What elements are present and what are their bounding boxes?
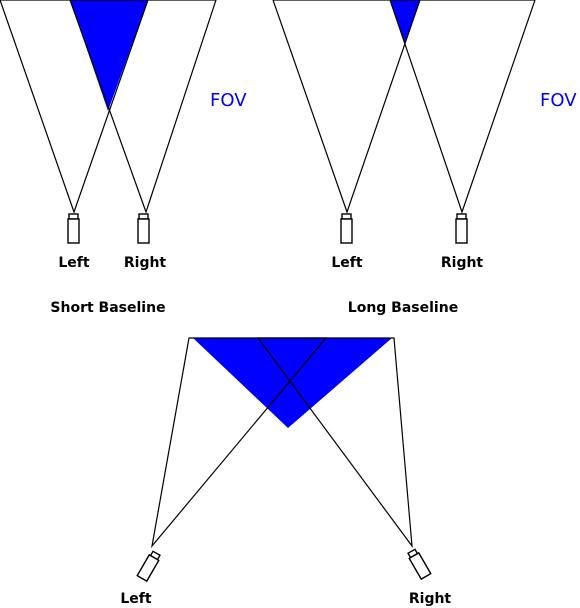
short-baseline-panel: Left Right FOV Short Baseline bbox=[0, 0, 247, 316]
short-baseline-caption: Short Baseline bbox=[50, 300, 165, 316]
long-left-camera-cone bbox=[272, 0, 421, 214]
short-fov-label: FOV bbox=[210, 90, 247, 111]
converged-overlap-region bbox=[193, 338, 392, 428]
short-left-camera-cone bbox=[0, 0, 149, 214]
long-left-label: Left bbox=[331, 255, 363, 271]
short-right-camera-icon bbox=[137, 213, 150, 244]
converged-left-label: Left bbox=[120, 591, 152, 607]
converged-left-camera-icon bbox=[136, 550, 161, 583]
long-baseline-caption: Long Baseline bbox=[348, 300, 458, 316]
converged-right-camera-cone bbox=[256, 337, 413, 549]
converged-right-camera-icon bbox=[407, 548, 432, 581]
long-right-camera-cone bbox=[389, 0, 536, 214]
long-fov-label: FOV bbox=[540, 90, 577, 111]
short-right-label: Right bbox=[124, 255, 167, 271]
short-overlap-region bbox=[70, 0, 148, 111]
short-right-camera-cone bbox=[69, 0, 217, 214]
short-left-label: Left bbox=[58, 255, 90, 271]
converged-right-label: Right bbox=[409, 591, 452, 607]
long-right-camera-icon bbox=[455, 213, 468, 244]
long-overlap-region bbox=[390, 0, 420, 45]
long-baseline-panel: Left Right FOV Long Baseline bbox=[272, 0, 577, 316]
converged-panel: Left Right bbox=[120, 337, 452, 607]
long-left-camera-icon bbox=[340, 213, 353, 244]
short-left-camera-icon bbox=[67, 213, 80, 244]
long-right-label: Right bbox=[441, 255, 484, 271]
